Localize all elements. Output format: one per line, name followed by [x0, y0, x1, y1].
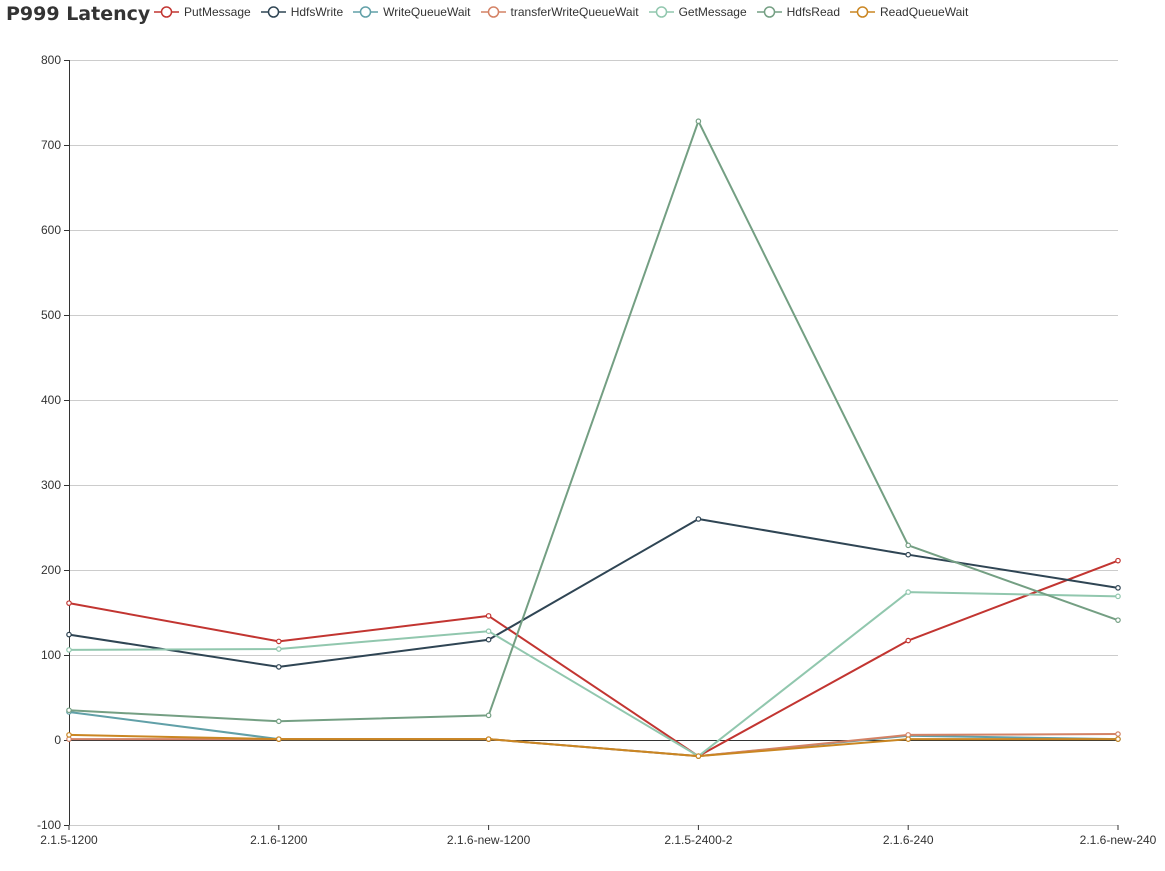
- data-point[interactable]: [1115, 736, 1121, 742]
- y-tick-label: 200: [41, 563, 61, 577]
- legend-item[interactable]: HdfsRead: [756, 5, 840, 19]
- series-GetMessage[interactable]: [66, 589, 1121, 759]
- series-ReadQueueWait[interactable]: [66, 732, 1121, 759]
- legend-marker-icon: [353, 6, 379, 18]
- legend-item[interactable]: WriteQueueWait: [353, 5, 471, 19]
- data-point[interactable]: [695, 753, 702, 759]
- data-point[interactable]: [275, 664, 282, 670]
- series-line[interactable]: [68, 120, 1119, 723]
- data-point[interactable]: [1115, 557, 1121, 564]
- x-tick-label: 2.1.6-1200: [250, 833, 308, 847]
- data-point[interactable]: [485, 628, 492, 635]
- legend-item[interactable]: GetMessage: [648, 5, 747, 19]
- legend: PutMessage HdfsWrite WriteQueueWait transfe…: [154, 4, 978, 20]
- y-tick-label: -100: [37, 818, 61, 832]
- legend-label: HdfsRead: [786, 5, 840, 19]
- y-tick-label: 300: [41, 478, 61, 492]
- x-tick-label: 2.1.6-new-1200: [447, 833, 531, 847]
- data-point[interactable]: [905, 589, 912, 595]
- data-point[interactable]: [275, 736, 282, 742]
- data-point[interactable]: [485, 613, 492, 619]
- grid-lines: [69, 60, 1118, 656]
- series-lines: [66, 118, 1121, 759]
- data-point[interactable]: [275, 718, 282, 725]
- legend-label: ReadQueueWait: [880, 5, 969, 19]
- series-HdfsRead[interactable]: [66, 118, 1121, 725]
- legend-marker-icon: [756, 6, 782, 18]
- data-point[interactable]: [485, 636, 492, 643]
- tick-labels: -100 0 100 200 300 400 500 600 700 800 2.1.5-1200 2…: [37, 53, 1157, 847]
- series-PutMessage[interactable]: [66, 557, 1121, 759]
- x-tick-label: 2.1.6-240: [883, 833, 934, 847]
- data-point[interactable]: [275, 646, 282, 652]
- legend-marker-icon: [850, 6, 875, 18]
- y-tick-label: 800: [41, 53, 61, 67]
- data-point[interactable]: [695, 118, 702, 125]
- data-point[interactable]: [66, 600, 72, 606]
- y-tick-label: 100: [41, 648, 61, 662]
- y-tick-label: 700: [41, 138, 61, 152]
- data-point[interactable]: [66, 732, 72, 738]
- data-point[interactable]: [1115, 731, 1121, 737]
- data-point[interactable]: [905, 551, 912, 558]
- legend-item[interactable]: ReadQueueWait: [850, 5, 968, 19]
- series-line[interactable]: [68, 591, 1119, 758]
- data-point[interactable]: [66, 647, 72, 653]
- data-point[interactable]: [695, 516, 702, 522]
- legend-marker-icon: [480, 6, 506, 18]
- data-point[interactable]: [66, 631, 72, 638]
- data-point[interactable]: [1115, 585, 1121, 591]
- data-point[interactable]: [66, 707, 72, 714]
- y-tick-label: 400: [41, 393, 61, 407]
- data-point[interactable]: [485, 712, 492, 719]
- legend-label: transferWriteQueueWait: [510, 5, 639, 19]
- legend-label: GetMessage: [678, 5, 747, 19]
- x-tick-label: 2.1.5-2400-2: [664, 833, 732, 847]
- y-tick-label: 500: [41, 308, 61, 322]
- legend-label: PutMessage: [184, 5, 251, 19]
- legend-label: HdfsWrite: [290, 5, 344, 19]
- legend-item[interactable]: PutMessage: [154, 5, 251, 19]
- y-tick-label: 0: [54, 733, 61, 747]
- series-HdfsWrite[interactable]: [66, 516, 1121, 670]
- data-point[interactable]: [275, 638, 282, 645]
- data-point[interactable]: [905, 637, 912, 644]
- x-tick-label: 2.1.5-1200: [40, 833, 98, 847]
- legend-marker-icon: [648, 6, 674, 18]
- y-tick-label: 600: [41, 223, 61, 237]
- data-point[interactable]: [905, 542, 912, 549]
- data-point[interactable]: [1115, 593, 1121, 600]
- legend-marker-icon: [154, 6, 179, 18]
- series-line[interactable]: [68, 559, 1119, 758]
- series-line[interactable]: [68, 518, 1119, 668]
- chart-title: P999 Latency: [6, 3, 151, 25]
- series-line[interactable]: [68, 733, 1118, 758]
- legend-marker-icon: [260, 6, 286, 18]
- legend-item[interactable]: transferWriteQueueWait: [480, 5, 639, 19]
- x-tick-label: 2.1.6-new-240: [1080, 833, 1157, 847]
- data-point[interactable]: [1115, 617, 1121, 623]
- data-point[interactable]: [485, 736, 492, 742]
- legend-item[interactable]: HdfsWrite: [260, 5, 344, 19]
- axes: [64, 60, 1119, 830]
- legend-label: WriteQueueWait: [383, 5, 471, 19]
- data-point[interactable]: [905, 736, 912, 742]
